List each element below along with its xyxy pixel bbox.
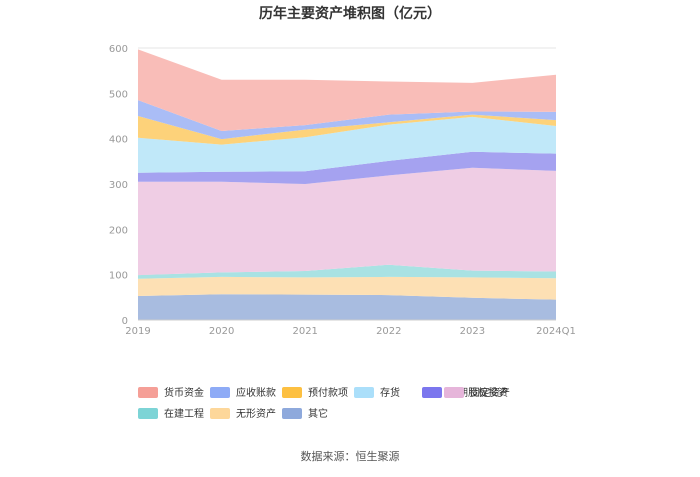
x-tick-label: 2021 (292, 326, 317, 337)
y-tick-label: 600 (109, 44, 128, 55)
legend-swatch (444, 387, 464, 398)
legend-label: 存货 (380, 386, 400, 399)
area-预付款项 (138, 114, 556, 145)
y-tick-label: 500 (109, 89, 128, 100)
legend-swatch (282, 387, 302, 398)
legend-item[interactable]: 预付款项 (282, 386, 348, 399)
x-tick-label: 2020 (209, 326, 234, 337)
x-tick-label: 2019 (125, 326, 150, 337)
y-tick-label: 0 (122, 316, 128, 327)
legend-label: 无形资产 (236, 407, 276, 420)
legend-label: 预付款项 (308, 386, 348, 399)
legend-swatch (138, 387, 158, 398)
legend-item[interactable]: 货币资金 (138, 386, 204, 399)
y-tick-label: 200 (109, 225, 128, 236)
legend-item[interactable]: 固定资产 (444, 386, 510, 399)
legend-label: 其它 (308, 407, 328, 420)
legend-item[interactable]: 其它 (282, 407, 328, 420)
area-在建工程 (138, 264, 556, 279)
area-无形资产 (138, 276, 556, 300)
legend-label: 应收账款 (236, 386, 276, 399)
area-存货 (138, 116, 556, 173)
y-tick-label: 400 (109, 135, 128, 146)
data-source-note: 数据来源：恒生聚源 (301, 449, 400, 463)
legend-swatch (210, 408, 230, 419)
legend-label: 固定资产 (470, 386, 510, 399)
y-tick-label: 300 (109, 180, 128, 191)
x-tick-label: 2023 (460, 326, 485, 337)
legend-swatch (354, 387, 374, 398)
legend-label: 货币资金 (164, 386, 204, 399)
legend-swatch (210, 387, 230, 398)
legend-item[interactable]: 应收账款 (210, 386, 276, 399)
area-货币资金 (138, 49, 556, 131)
legend-item[interactable]: 存货 (354, 386, 400, 399)
chart-title: 历年主要资产堆积图（亿元） (259, 5, 441, 22)
axes: 0 100 200 300 400 500 600 2019 2020 2021 2022 2023 2… (109, 44, 576, 337)
x-tick-label: 2024Q1 (536, 326, 576, 337)
y-tick-label: 100 (109, 271, 128, 282)
area-其它 (138, 294, 556, 320)
legend-item[interactable]: 无形资产 (210, 407, 276, 420)
area-固定资产 (138, 167, 556, 276)
legend-item[interactable]: 在建工程 (138, 407, 204, 420)
area-长期股权投资 (138, 151, 556, 184)
legend-swatch (422, 387, 442, 398)
area-series-group (138, 49, 556, 320)
legend-label: 在建工程 (164, 407, 204, 420)
x-tick-label: 2022 (376, 326, 401, 337)
legend-swatch (282, 408, 302, 419)
legend-swatch (138, 408, 158, 419)
